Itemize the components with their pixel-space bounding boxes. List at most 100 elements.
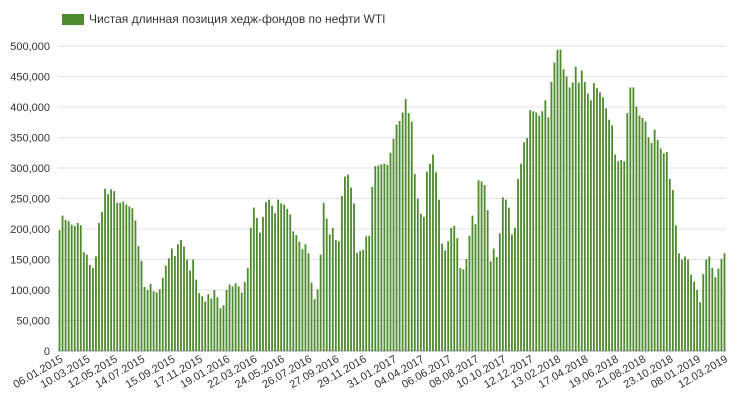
bar xyxy=(541,111,544,352)
bar xyxy=(386,164,389,351)
bar xyxy=(85,254,88,351)
bar xyxy=(173,255,176,351)
bar xyxy=(274,213,277,351)
bar xyxy=(255,218,258,351)
bar xyxy=(316,289,319,351)
bar xyxy=(125,204,128,351)
bar xyxy=(201,296,204,351)
bar xyxy=(377,165,380,351)
bar xyxy=(180,239,182,351)
bar xyxy=(67,221,70,351)
bar xyxy=(353,203,355,351)
bar xyxy=(204,301,207,351)
bar xyxy=(207,294,210,351)
legend: Чистая длинная позиция хедж-фондов по не… xyxy=(62,12,385,26)
bar xyxy=(687,259,689,351)
bar xyxy=(602,97,604,352)
bar xyxy=(61,215,64,351)
bar xyxy=(714,277,717,351)
bar xyxy=(88,264,91,351)
bar xyxy=(195,279,198,351)
bar xyxy=(122,201,125,351)
bar xyxy=(307,253,310,351)
bar xyxy=(271,205,273,351)
bar xyxy=(514,227,516,351)
bar xyxy=(665,152,668,351)
bar xyxy=(632,87,635,351)
bar xyxy=(635,106,638,351)
bar xyxy=(331,227,334,351)
bar xyxy=(146,290,149,351)
bar xyxy=(116,202,119,351)
bar xyxy=(265,202,267,351)
bar xyxy=(149,283,152,351)
bar xyxy=(583,81,586,352)
bar xyxy=(456,238,459,351)
bar xyxy=(416,198,419,351)
bar xyxy=(295,235,298,351)
bar xyxy=(92,268,94,351)
bar xyxy=(498,233,501,351)
bar xyxy=(459,268,462,351)
bar xyxy=(571,82,574,351)
bar xyxy=(404,99,407,351)
bar xyxy=(347,174,349,351)
bar xyxy=(155,292,158,351)
bar xyxy=(240,292,243,351)
bar xyxy=(252,207,255,351)
bar xyxy=(550,81,553,352)
bar xyxy=(301,249,304,351)
bar xyxy=(161,277,164,351)
y-tick-label: 350,000 xyxy=(10,133,50,145)
bar xyxy=(656,139,659,351)
bar xyxy=(313,299,316,351)
bar xyxy=(599,92,601,352)
bar xyxy=(143,286,146,351)
bar xyxy=(523,142,525,351)
bar xyxy=(471,215,474,351)
bar xyxy=(170,248,173,351)
bar xyxy=(322,202,325,351)
bar xyxy=(70,224,73,351)
bar xyxy=(696,290,699,351)
bar xyxy=(107,194,110,351)
bar xyxy=(383,163,386,351)
bar xyxy=(483,185,486,351)
bar xyxy=(365,236,368,351)
bar xyxy=(310,282,313,351)
bar xyxy=(492,248,495,351)
bar xyxy=(198,293,201,351)
bar xyxy=(504,199,507,351)
bar xyxy=(243,282,246,351)
bar xyxy=(671,189,674,351)
bar xyxy=(216,297,219,351)
bar xyxy=(647,137,650,351)
bar xyxy=(605,108,607,351)
y-tick-label: 200,000 xyxy=(10,224,50,236)
bar xyxy=(246,268,249,351)
bar xyxy=(164,265,167,351)
bar xyxy=(659,148,662,351)
bar xyxy=(98,222,100,351)
bar xyxy=(526,138,529,351)
bar xyxy=(277,199,280,351)
bar xyxy=(720,258,723,351)
bar xyxy=(577,82,580,351)
bar xyxy=(371,186,374,351)
bar xyxy=(356,252,358,351)
bar xyxy=(544,100,547,351)
bar xyxy=(453,225,456,351)
bar xyxy=(401,112,404,352)
bar xyxy=(562,69,565,352)
bar xyxy=(511,234,513,351)
bar xyxy=(708,256,711,351)
bar xyxy=(480,181,483,351)
bar xyxy=(641,117,644,351)
bar xyxy=(158,289,161,351)
bar xyxy=(128,206,131,351)
bar xyxy=(192,259,195,351)
bar xyxy=(380,164,383,351)
bar xyxy=(350,187,352,351)
bar xyxy=(359,250,362,351)
